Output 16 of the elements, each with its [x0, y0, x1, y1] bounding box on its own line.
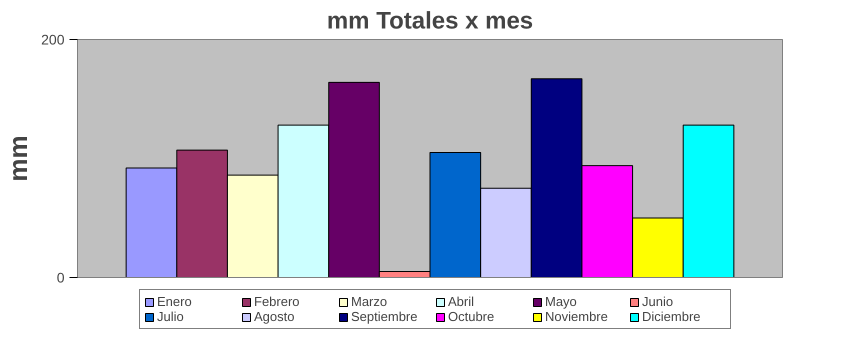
y-tick-label: 200 — [41, 32, 65, 48]
legend-label: Julio — [157, 309, 185, 324]
legend-label: Febrero — [254, 294, 301, 309]
legend-label: Marzo — [351, 294, 388, 309]
legend-label: Agosto — [254, 309, 296, 324]
legend-label: Octubre — [448, 309, 496, 324]
legend-label: Septiembre — [351, 309, 418, 324]
legend-label: Abril — [448, 294, 476, 309]
legend-label: Diciembre — [642, 309, 702, 324]
legend-label: Junio — [642, 294, 674, 309]
y-axis-title: mm — [3, 135, 34, 182]
legend-label: Mayo — [545, 294, 578, 309]
legend-label: Enero — [157, 294, 193, 309]
chart-title: mm Totales x mes — [326, 8, 534, 34]
legend-label: Noviembre — [545, 309, 609, 324]
y-tick-label: 0 — [56, 270, 65, 286]
